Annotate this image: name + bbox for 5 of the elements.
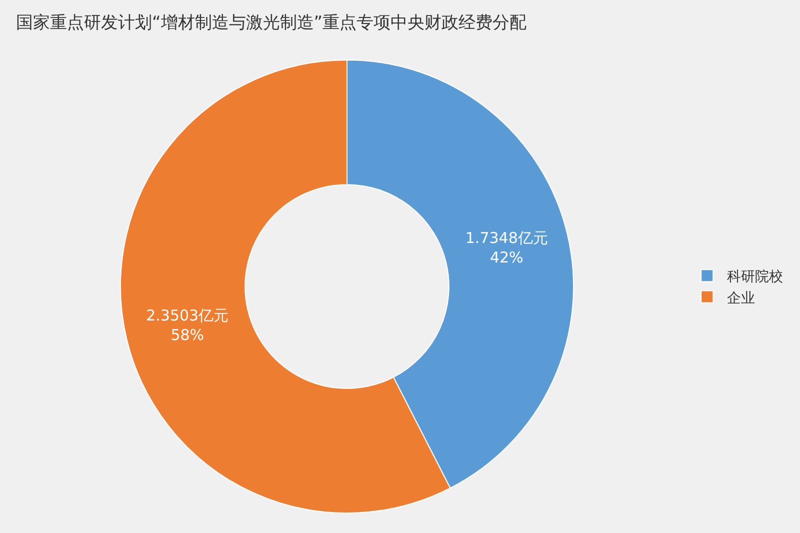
data-label: 1.7348亿元 42% <box>465 229 548 267</box>
legend-label: 企业 <box>727 290 756 306</box>
data-label: 2.3503亿元 58% <box>146 306 229 344</box>
legend-label: 科研院校 <box>727 269 784 286</box>
chart-title: 国家重点研发计划“增材制造与激光制造”重点专项中央财政经费分配 <box>16 12 527 33</box>
